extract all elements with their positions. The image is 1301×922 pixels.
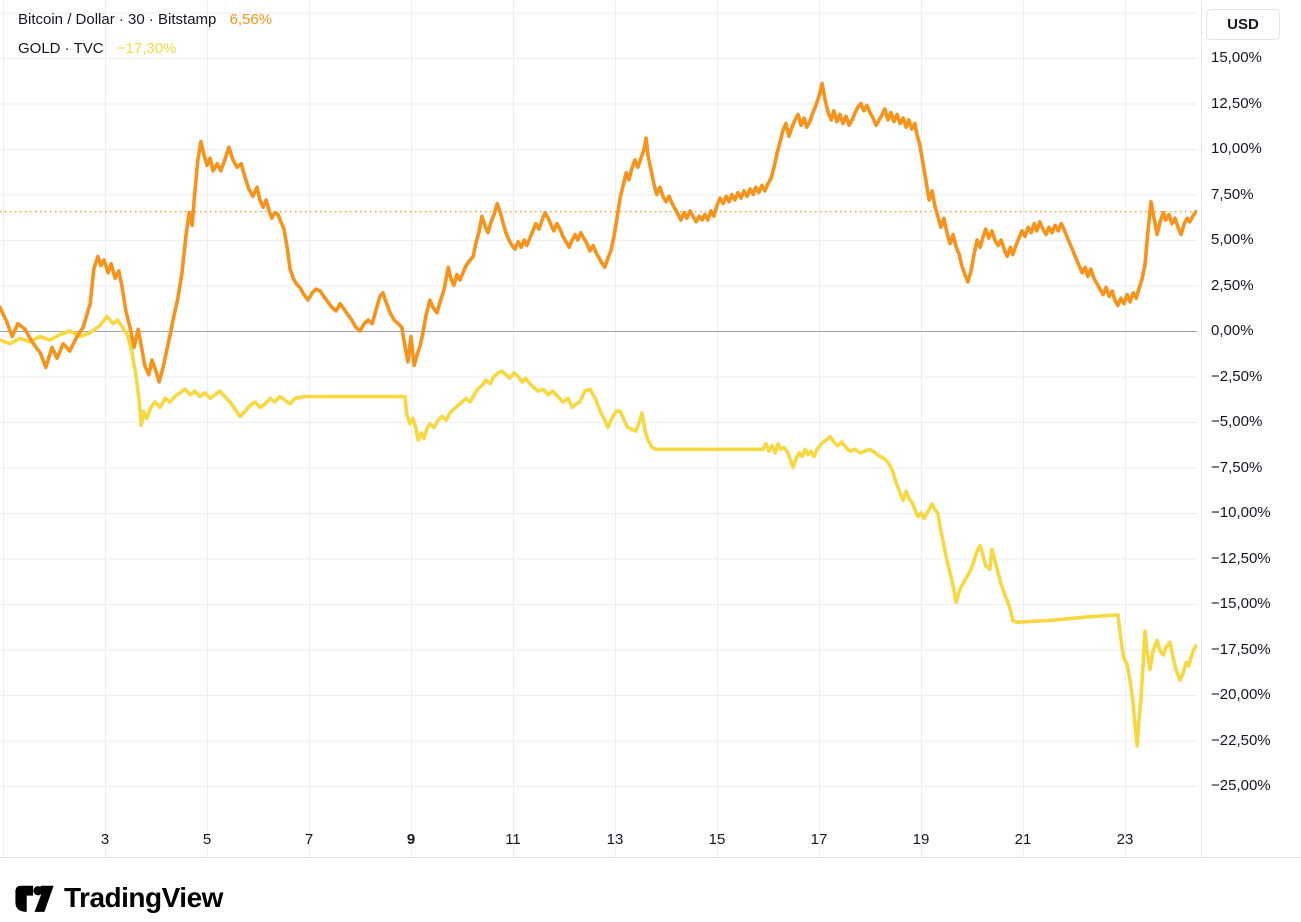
price-axis-label-2.5: 2,50% bbox=[1211, 276, 1254, 294]
legend-title-bitcoin: Bitcoin / Dollar · 30 · Bitstamp bbox=[18, 11, 217, 28]
btc-series-line[interactable] bbox=[0, 81, 1197, 384]
currency-unit-button[interactable]: USD bbox=[1206, 9, 1280, 40]
currency-unit-label: USD bbox=[1227, 16, 1259, 33]
gold-series-line[interactable] bbox=[0, 314, 1197, 748]
tradingview-logo[interactable]: TradingView bbox=[14, 882, 223, 914]
tradingview-logo-text: TradingView bbox=[64, 882, 223, 913]
price-axis-label--25: −25,00% bbox=[1211, 777, 1271, 794]
price-axis-label-10: 10,00% bbox=[1211, 140, 1262, 157]
time-axis-label-17: 17 bbox=[810, 831, 828, 848]
price-axis-label--2.5: −2,50% bbox=[1211, 367, 1263, 385]
time-axis-label-7: 7 bbox=[304, 831, 314, 848]
time-axis-label-9: 9 bbox=[406, 831, 416, 848]
time-axis-label-3: 3 bbox=[100, 831, 110, 848]
legend: Bitcoin / Dollar · 30 · Bitstamp 6,56% G… bbox=[18, 10, 272, 68]
legend-value-gold: −17,30% bbox=[116, 40, 177, 57]
price-axis-label--5: −5,00% bbox=[1211, 413, 1263, 430]
price-axis-label--15: −15,00% bbox=[1211, 595, 1271, 612]
price-axis-label-15: 15,00% bbox=[1211, 49, 1262, 66]
chart-plot-area[interactable] bbox=[0, 0, 1197, 858]
price-axis-label--17.5: −17,50% bbox=[1211, 640, 1271, 658]
price-axis-label-5: 5,00% bbox=[1211, 231, 1254, 248]
time-axis-separator bbox=[0, 857, 1301, 858]
price-axis-label-12.5: 12,50% bbox=[1211, 94, 1262, 112]
price-axis-label--7.5: −7,50% bbox=[1211, 458, 1263, 476]
legend-row-bitcoin[interactable]: Bitcoin / Dollar · 30 · Bitstamp 6,56% bbox=[18, 10, 272, 29]
price-axis-label--20: −20,00% bbox=[1211, 686, 1271, 703]
time-axis-label-15: 15 bbox=[708, 831, 726, 848]
time-axis-label-5: 5 bbox=[202, 831, 212, 848]
legend-title-gold: GOLD · TVC bbox=[18, 40, 104, 57]
price-axis-label-0: 0,00% bbox=[1211, 322, 1254, 339]
price-axis-label--10: −10,00% bbox=[1211, 504, 1271, 521]
price-axis-label-7.5: 7,50% bbox=[1211, 185, 1254, 203]
time-axis-label-11: 11 bbox=[505, 831, 521, 848]
time-axis-label-19: 19 bbox=[912, 831, 930, 848]
price-axis-label--22.5: −22,50% bbox=[1211, 731, 1271, 749]
price-axis-separator bbox=[1201, 0, 1202, 857]
time-axis-label-23: 23 bbox=[1116, 831, 1134, 848]
time-axis-label-21: 21 bbox=[1014, 831, 1032, 848]
tradingview-logo-icon bbox=[15, 885, 54, 912]
price-axis-label--12.5: −12,50% bbox=[1211, 549, 1271, 567]
legend-row-gold[interactable]: GOLD · TVC −17,30% bbox=[18, 39, 272, 58]
time-axis-label-13: 13 bbox=[606, 831, 624, 848]
legend-value-bitcoin: 6,56% bbox=[229, 11, 273, 28]
